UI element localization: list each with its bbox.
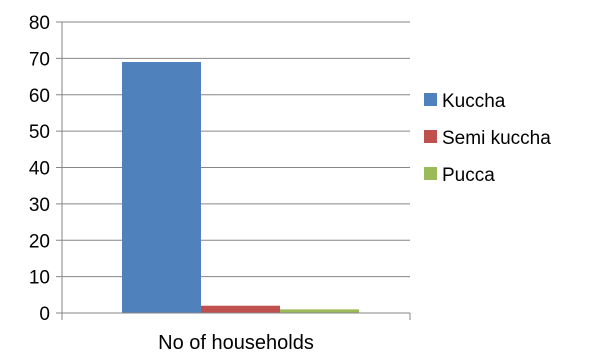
axes: [61, 22, 411, 320]
y-tick-label: 60: [29, 86, 50, 107]
y-tick-label: 80: [29, 13, 50, 34]
gridlines: [62, 21, 410, 278]
y-tick-label: 0: [39, 304, 50, 325]
bar-semi-kuccha: [201, 305, 280, 313]
x-category-label: No of households: [158, 332, 314, 354]
legend-label: Pucca: [442, 165, 495, 186]
y-tick-label: 70: [29, 49, 50, 70]
y-tick-label: 20: [29, 231, 50, 252]
y-tick-label: 50: [29, 122, 50, 143]
legend: Kuccha Semi kuccha Pucca: [424, 91, 551, 186]
y-tick-label: 10: [29, 268, 50, 289]
y-axis-ticks: 0 10 20 30 40 50 60 70 80: [29, 13, 62, 325]
y-tick-label: 40: [29, 159, 50, 180]
legend-swatch: [424, 130, 437, 143]
x-axis-categories: No of households: [158, 332, 314, 354]
bar-pucca: [280, 309, 359, 313]
legend-swatch: [424, 167, 437, 180]
legend-swatch: [424, 93, 437, 106]
legend-label: Kuccha: [442, 91, 506, 112]
y-tick-label: 30: [29, 195, 50, 216]
bars: [122, 62, 359, 314]
bar-kuccha: [122, 62, 201, 314]
legend-label: Semi kuccha: [442, 128, 551, 149]
